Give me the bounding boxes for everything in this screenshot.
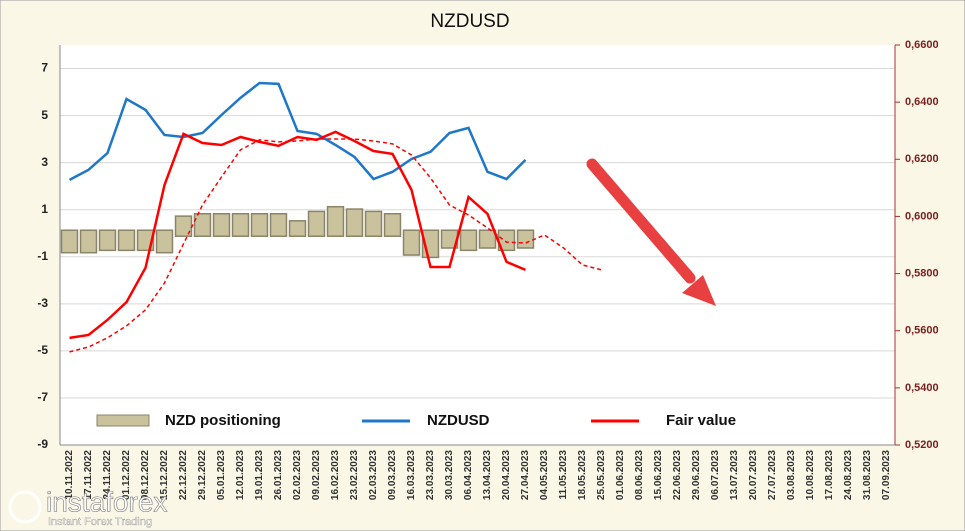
x-tick-label: 26.01.2023 (273, 450, 284, 500)
chart-title: NZDUSD (430, 11, 509, 32)
x-tick-label: 04.05.2023 (539, 450, 550, 500)
plot-area (60, 45, 895, 445)
dashed-line (69, 138, 602, 353)
x-tick-label: 17.08.2023 (824, 450, 835, 500)
x-tick-label: 29.06.2023 (691, 450, 702, 500)
x-tick-label: 06.04.2023 (463, 450, 474, 500)
bar (155, 229, 174, 254)
x-tick-label: 29.12.2022 (197, 450, 208, 500)
layer: -9 -7 -5 -3 -1 1 3 5 7 0,5200 0,5400 0,5600 0,5800 0,… (37, 39, 938, 500)
legend-label: NZDUSD (427, 412, 490, 429)
x-tick-label: 07.09.2023 (881, 450, 892, 500)
y2-tick-label: 0,5200 (905, 439, 939, 451)
arrow (586, 158, 716, 306)
x-tick-label: 06.07.2023 (710, 450, 721, 500)
y-tick-label: 1 (41, 202, 48, 216)
x-tick-label: 09.03.2023 (387, 450, 398, 500)
bar (250, 213, 269, 237)
watermark: instaforex Instant Forex Trading (8, 486, 168, 528)
y-tick-label: -1 (37, 249, 48, 263)
x-tick-label: 30.03.2023 (444, 450, 455, 500)
x-tick-label: 09.02.2023 (311, 450, 322, 500)
x-tick-label: 03.08.2023 (786, 450, 797, 500)
x-tick-label: 01.12.2022 (121, 450, 132, 500)
y-tick-label: -3 (37, 296, 48, 310)
bar (345, 208, 364, 237)
x-tick-label: 10.08.2023 (805, 450, 816, 500)
bar (459, 229, 478, 252)
y2-tick-label: 0,6600 (905, 39, 939, 51)
x-tick-label: 20.07.2023 (748, 450, 759, 500)
bar (402, 229, 421, 256)
x-tick-label: 05.01.2023 (216, 450, 227, 500)
y-tick-label: 3 (41, 155, 48, 169)
x-tick-label: 16.03.2023 (406, 450, 417, 500)
y-tick-label: 5 (41, 108, 48, 122)
x-tick-label: 13.04.2023 (482, 450, 493, 500)
y2-tick-label: 0,6200 (905, 153, 939, 165)
y2-tick-label: 0,6000 (905, 210, 939, 222)
x-tick-label: 15.12.2022 (159, 450, 170, 500)
bar (117, 229, 136, 252)
x-tick-label: 16.02.2023 (330, 450, 341, 500)
bar (383, 213, 402, 237)
x-tick-label: 18.05.2023 (577, 450, 588, 500)
x-tick-label: 10.11.2022 (64, 450, 75, 500)
bar (269, 213, 288, 237)
bar (60, 229, 79, 254)
bar (307, 210, 326, 237)
y2-tick-label: 0,6400 (905, 96, 939, 108)
bar (516, 229, 535, 249)
x-tick-label: 15.06.2023 (653, 450, 664, 500)
x-tick-label: 22.06.2023 (672, 450, 683, 500)
bar (212, 213, 231, 237)
x-tick-label: 23.03.2023 (425, 450, 436, 500)
x-tick-label: 02.02.2023 (292, 450, 303, 500)
y2-tick-label: 0,5600 (905, 325, 939, 337)
x-tick-label: 08.12.2022 (140, 450, 151, 500)
bar (98, 229, 117, 252)
watermark-brand: instaforex (46, 486, 167, 517)
x-tick-label: 20.04.2023 (501, 450, 512, 500)
x-tick-label: 23.02.2023 (349, 450, 360, 500)
x-tick-label: 02.03.2023 (368, 450, 379, 500)
x-tick-label: 22.12.2022 (178, 450, 189, 500)
bar (326, 205, 345, 237)
x-tick-label: 19.01.2023 (254, 450, 265, 500)
x-tick-label: 27.07.2023 (767, 450, 778, 500)
y2-tick-label: 0,5800 (905, 267, 939, 279)
x-tick-label: 31.08.2023 (862, 450, 873, 500)
y-tick-label: 7 (41, 61, 48, 75)
y-tick-label: -5 (37, 343, 48, 357)
x-tick-label: 13.07.2023 (729, 450, 740, 500)
x-tick-label: 11.05.2023 (558, 450, 569, 500)
line (69, 130, 526, 340)
legend-swatch (96, 414, 150, 427)
x-tick-label: 24.11.2022 (102, 450, 113, 500)
bar (288, 220, 307, 237)
y-tick-label: -9 (37, 437, 48, 451)
x-tick-label: 08.06.2023 (634, 450, 645, 500)
bar (231, 213, 250, 237)
watermark-tagline: Instant Forex Trading (48, 516, 152, 528)
x-tick-label: 24.08.2023 (843, 450, 854, 500)
bar (478, 229, 497, 249)
legend-label: NZD positioning (165, 412, 281, 429)
x-tick-label: 25.05.2023 (596, 450, 607, 500)
bar (79, 229, 98, 254)
x-tick-label: 01.06.2023 (615, 450, 626, 500)
x-tick-label: 12.01.2023 (235, 450, 246, 500)
bar (193, 213, 212, 237)
bar (364, 210, 383, 237)
x-tick-label: 27.04.2023 (520, 450, 531, 500)
y-tick-label: -7 (37, 390, 48, 404)
legend-label: Fair value (666, 412, 736, 429)
line (68, 81, 527, 181)
x-tick-label: 17.11.2022 (83, 450, 94, 500)
y2-tick-label: 0,5400 (905, 382, 939, 394)
